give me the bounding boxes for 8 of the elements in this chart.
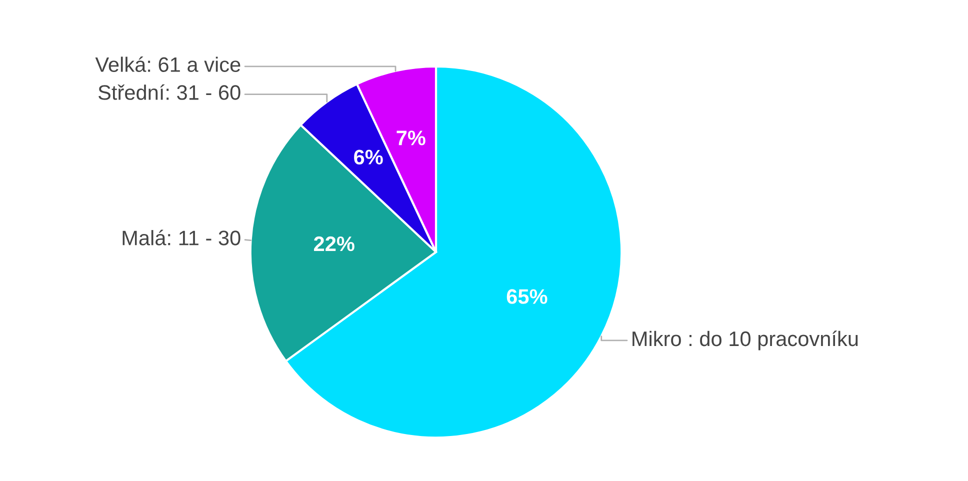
slice-label: Střední: 31 - 60 — [98, 84, 240, 100]
data-label: 65% — [506, 289, 548, 304]
slice-label: Mikro : do 10 pracovníku — [632, 330, 858, 350]
slice-label: Velká: 61 a vice — [95, 56, 240, 72]
data-label: 22% — [314, 236, 354, 252]
data-label: 6% — [354, 150, 383, 164]
slice-label: Malá: 11 - 30 — [122, 230, 240, 246]
data-label: 7% — [396, 130, 426, 146]
